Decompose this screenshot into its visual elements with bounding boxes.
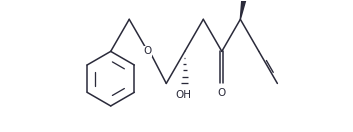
Text: O: O xyxy=(218,88,226,98)
Text: OH: OH xyxy=(176,90,192,100)
Text: O: O xyxy=(144,46,152,56)
Polygon shape xyxy=(240,0,250,19)
